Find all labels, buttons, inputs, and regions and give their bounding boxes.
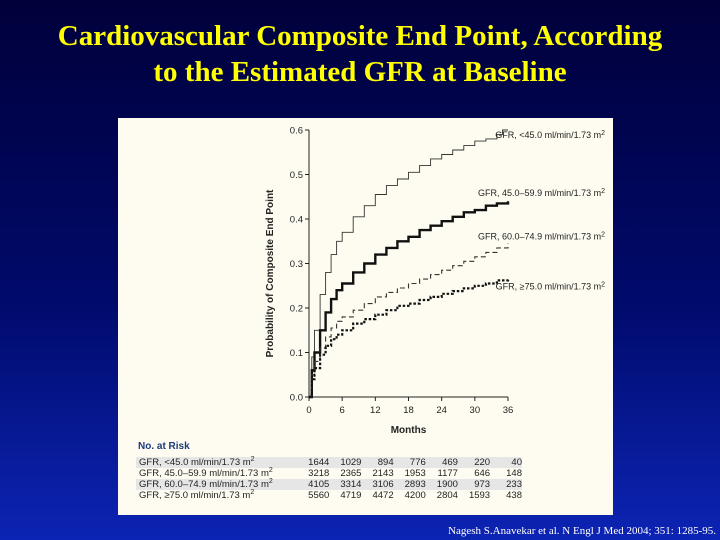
survival-chart: 0.0 0.1 0.2 0.3 0.4 0.5 0.6 0 6 12 18 24 30 36 Months P… (265, 126, 605, 437)
y-tick-label: 0.5 (290, 170, 303, 181)
citation: Nagesh S.Anavekar et al. N Engl J Med 20… (448, 525, 716, 537)
at-risk-row: GFR, ≥75.0 ml/min/1.73 m2 5560 4719 4472 420… (136, 488, 522, 501)
at-risk-label: GFR, ≥75.0 ml/min/1.73 m2 (139, 488, 255, 501)
at-risk-value: 1029 (329, 457, 362, 468)
at-risk-value: 3218 (308, 468, 330, 479)
at-risk-value: 220 (457, 457, 491, 468)
at-risk-value: 2804 (436, 490, 458, 501)
at-risk-value: 5560 (308, 490, 330, 501)
at-risk-row: GFR, 60.0–74.9 ml/min/1.73 m2 4105 3314 310… (136, 478, 522, 490)
at-risk-title: No. at Risk (138, 441, 190, 452)
at-risk-value: 1593 (468, 490, 491, 501)
series-label-3: GFR, 60.0–74.9 ml/min/1.73 m2 (478, 231, 605, 241)
x-tick-label: 30 (470, 405, 481, 416)
at-risk-value: 2143 (372, 468, 394, 479)
x-tick-label: 36 (503, 405, 514, 416)
y-tick-label: 0.4 (290, 215, 303, 226)
at-risk-value: 3314 (329, 479, 362, 490)
y-tick-label: 0.2 (290, 304, 303, 315)
at-risk-value: 1953 (404, 468, 426, 479)
at-risk-value: 1177 (437, 468, 458, 479)
at-risk-value: 646 (474, 468, 491, 479)
at-risk-value: 40 (490, 457, 522, 468)
at-risk-label: GFR, 60.0–74.9 ml/min/1.73 m2 (136, 478, 298, 490)
at-risk-value: 1644 (297, 457, 330, 468)
y-tick-label: 0.6 (290, 126, 303, 137)
at-risk-value: 1900 (425, 479, 458, 490)
series-line-1 (309, 129, 508, 398)
at-risk-value: 438 (506, 490, 522, 501)
at-risk-value: 2893 (393, 479, 426, 490)
at-risk-value: 148 (506, 468, 522, 479)
at-risk-row: GFR, 45.0–59.9 ml/min/1.73 m2 3218 2365 214… (136, 466, 522, 479)
at-risk-value: 4719 (340, 490, 362, 501)
x-tick-label: 24 (436, 405, 447, 416)
at-risk-label: GFR, <45.0 ml/min/1.73 m2 (136, 456, 298, 468)
slide-title-line1: Cardiovascular Composite End Point, Acco… (57, 20, 663, 52)
at-risk-value: 894 (361, 457, 394, 468)
series-line-2 (309, 201, 510, 399)
series-label-1: GFR, <45.0 ml/min/1.73 m2 (495, 130, 605, 140)
at-risk-label: GFR, 45.0–59.9 ml/min/1.73 m2 (139, 466, 273, 479)
at-risk-value: 3106 (361, 479, 394, 490)
at-risk-table: GFR, <45.0 ml/min/1.73 m2 1644 1029 894 776 4… (136, 456, 522, 501)
series-label-4: GFR, ≥75.0 ml/min/1.73 m2 (496, 282, 605, 292)
slide-title: Cardiovascular Composite End Point, Acco… (0, 18, 720, 90)
x-tick-label: 18 (403, 405, 414, 416)
at-risk-value: 4200 (404, 490, 426, 501)
y-tick-label: 0.0 (290, 393, 303, 404)
y-axis-title: Probability of Composite End Point (265, 189, 276, 357)
y-tick-label: 0.1 (290, 348, 303, 359)
at-risk-value: 4472 (372, 490, 394, 501)
x-tick-label: 12 (370, 405, 381, 416)
series-line-4 (309, 277, 510, 399)
y-tick-label: 0.3 (290, 259, 303, 270)
slide-title-line2: to the Estimated GFR at Baseline (153, 56, 567, 88)
at-risk-value: 776 (393, 457, 426, 468)
at-risk-value: 2365 (340, 468, 362, 479)
at-risk-row: GFR, <45.0 ml/min/1.73 m2 1644 1029 894 776 4… (136, 456, 522, 468)
at-risk-value: 4105 (297, 479, 330, 490)
at-risk-value: 469 (425, 457, 458, 468)
chart-panel: 0.0 0.1 0.2 0.3 0.4 0.5 0.6 0 6 12 18 24 30 36 Months P… (118, 118, 613, 515)
x-axis-title: Months (391, 425, 427, 436)
x-tick-label: 6 (340, 405, 345, 416)
series-label-2: GFR, 45.0–59.9 ml/min/1.73 m2 (478, 188, 605, 198)
series-line-3 (309, 243, 509, 398)
x-tick-label: 0 (306, 405, 311, 416)
at-risk-value: 233 (490, 479, 522, 490)
at-risk-value: 973 (457, 479, 491, 490)
